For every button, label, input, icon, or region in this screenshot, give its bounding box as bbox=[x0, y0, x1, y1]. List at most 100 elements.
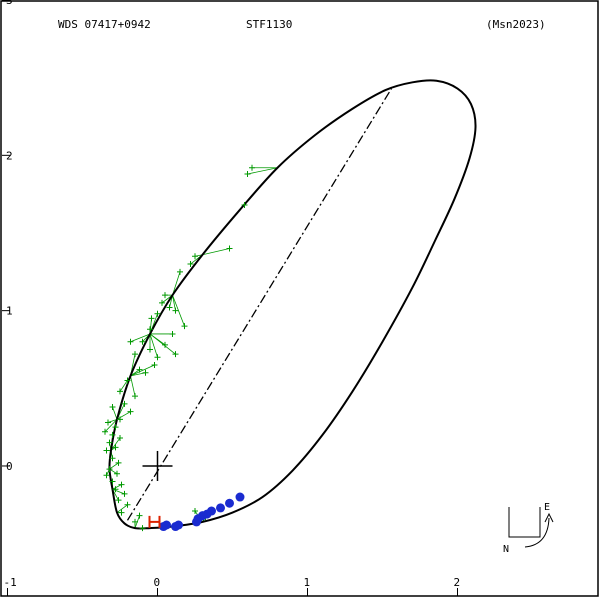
micrometric-point bbox=[106, 466, 113, 473]
compass-east-label: E bbox=[544, 502, 550, 513]
residual-line bbox=[116, 504, 128, 513]
micrometric-point bbox=[147, 346, 153, 353]
compass-rotation-arrow bbox=[524, 517, 550, 548]
micrometric-point bbox=[121, 400, 128, 407]
micrometric-point bbox=[181, 323, 188, 330]
residual-line bbox=[109, 462, 119, 470]
micrometric-point bbox=[192, 253, 198, 260]
micrometric-point bbox=[106, 439, 113, 446]
micrometric-point bbox=[124, 501, 131, 508]
interferometric-point bbox=[159, 522, 168, 532]
micrometric-point bbox=[132, 351, 138, 358]
observation-residual-lines bbox=[104, 167, 278, 529]
line-of-nodes bbox=[126, 88, 393, 521]
observation-points bbox=[102, 164, 255, 532]
micrometric-point bbox=[136, 366, 143, 373]
micrometric-point bbox=[154, 354, 161, 361]
micrometric-point bbox=[118, 481, 125, 488]
micrometric-point bbox=[103, 472, 110, 479]
micrometric-point bbox=[117, 435, 123, 442]
micrometric-point bbox=[105, 419, 111, 426]
wds-identifier: WDS 07417+0942 bbox=[58, 18, 151, 31]
micrometric-point bbox=[132, 518, 138, 525]
residual-line bbox=[109, 468, 118, 475]
micrometric-point bbox=[132, 393, 138, 400]
compass-arrowhead-icon bbox=[544, 512, 554, 523]
micrometric-point bbox=[162, 341, 168, 348]
micrometric-point bbox=[136, 512, 143, 519]
residual-line bbox=[149, 333, 158, 358]
x-tick-label: 2 bbox=[454, 576, 461, 589]
star-name: STF1130 bbox=[246, 18, 292, 31]
micrometric-point bbox=[147, 326, 153, 333]
micrometric-point bbox=[127, 408, 134, 415]
residual-line bbox=[116, 411, 131, 420]
micrometric-point bbox=[117, 416, 123, 423]
interferometric-point bbox=[216, 503, 225, 513]
micrometric-point bbox=[102, 428, 108, 435]
micrometric-point bbox=[192, 508, 198, 515]
micrometric-point bbox=[139, 525, 146, 532]
residual-line bbox=[110, 437, 121, 451]
micrometric-point bbox=[117, 388, 123, 395]
micrometric-point bbox=[177, 268, 183, 275]
compass-north-label: N bbox=[503, 544, 509, 555]
micrometric-point bbox=[172, 307, 179, 314]
micrometric-point bbox=[121, 490, 128, 497]
micrometric-point bbox=[112, 424, 119, 431]
residual-line bbox=[112, 488, 125, 495]
residual-line bbox=[202, 248, 230, 256]
axis-ticks: -1 0 1 2 0 1 2 3 bbox=[2, 0, 460, 596]
residual-line bbox=[247, 167, 278, 175]
micrometric-point bbox=[114, 470, 120, 477]
micrometric-point bbox=[109, 403, 116, 410]
micrometric-point bbox=[241, 202, 248, 209]
interferometric-point bbox=[192, 517, 201, 527]
residual-line bbox=[112, 484, 122, 490]
interferometric-point bbox=[235, 492, 245, 502]
micrometric-point bbox=[115, 497, 122, 504]
compass-north-arm bbox=[508, 507, 541, 538]
micrometric-point bbox=[166, 304, 173, 311]
interferometric-point bbox=[171, 522, 180, 532]
micrometric-point bbox=[172, 351, 179, 358]
micrometric-point bbox=[103, 447, 110, 454]
micrometric-point bbox=[142, 369, 149, 376]
residual-line bbox=[107, 418, 118, 423]
residual-line bbox=[130, 333, 151, 343]
micrometric-point bbox=[127, 338, 134, 345]
orbit-layer bbox=[108, 79, 477, 530]
x-tick-label: -1 bbox=[4, 576, 17, 589]
interferometric-point bbox=[225, 498, 234, 508]
orbit-reference: (Msn2023) bbox=[486, 18, 546, 31]
y-tick-label: 2 bbox=[6, 149, 13, 162]
micrometric-point bbox=[109, 478, 116, 485]
compass-rose: E N bbox=[503, 502, 554, 555]
residual-line bbox=[112, 406, 118, 420]
residual-line bbox=[172, 271, 181, 296]
micrometric-point bbox=[249, 164, 255, 171]
micrometric-point bbox=[151, 362, 158, 369]
micrometric-point bbox=[139, 338, 146, 345]
micrometric-point bbox=[169, 330, 176, 337]
residual-line bbox=[130, 375, 136, 397]
micrometric-point bbox=[244, 170, 251, 177]
micrometric-point bbox=[226, 245, 233, 252]
micrometric-point bbox=[159, 299, 165, 306]
micrometric-point bbox=[112, 444, 119, 451]
y-tick-label: 0 bbox=[6, 460, 13, 473]
hipparcos-point bbox=[148, 515, 161, 528]
micrometric-point bbox=[154, 310, 161, 317]
residual-line bbox=[104, 419, 118, 433]
micrometric-point bbox=[118, 509, 125, 516]
micrometric-point bbox=[187, 261, 194, 268]
y-tick-label: 3 bbox=[6, 0, 13, 7]
x-tick-label: 0 bbox=[154, 576, 161, 589]
residual-line bbox=[130, 372, 146, 377]
residual-line bbox=[130, 364, 155, 377]
micrometric-point bbox=[115, 459, 122, 466]
y-tick-label: 1 bbox=[6, 305, 13, 318]
micrometric-point bbox=[124, 377, 131, 384]
